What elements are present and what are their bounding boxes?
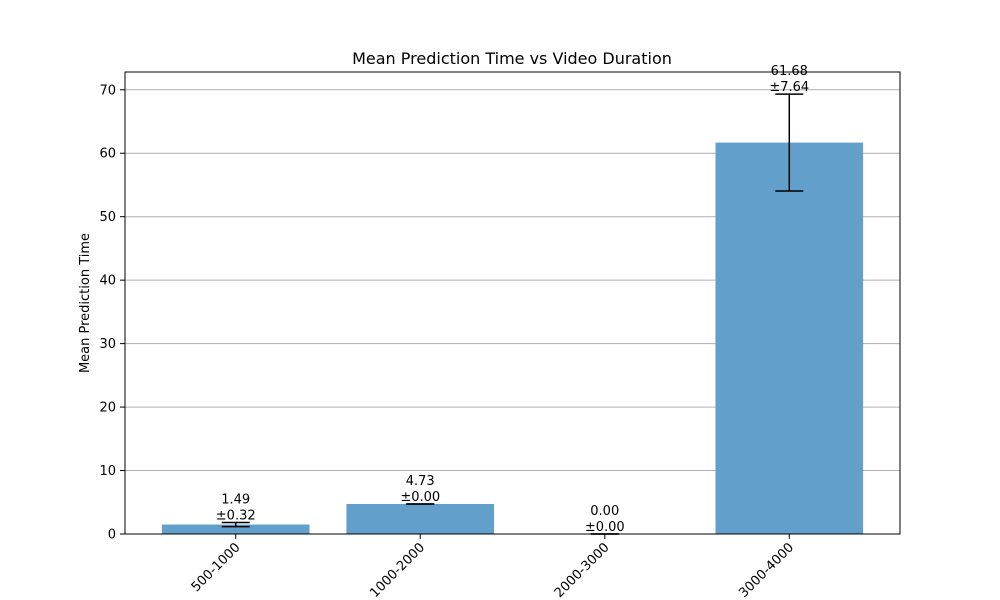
- plot-frame: [124, 71, 901, 535]
- x-tick-label: 3000-4000: [736, 540, 797, 600]
- grid-lines: [125, 89, 900, 472]
- error-label: ±0.00: [585, 520, 625, 535]
- bar: [715, 142, 864, 535]
- value-label: 0.00: [590, 504, 619, 519]
- x-axis: 500-1000 1000-2000 2000-3000 3000-4000: [189, 534, 797, 600]
- y-axis-label: Mean Prediction Time: [78, 233, 93, 373]
- y-tick-label: 10: [99, 464, 116, 479]
- bar: [161, 524, 310, 534]
- error-label: ±7.64: [769, 80, 809, 95]
- x-tick-label: 500-1000: [189, 540, 244, 595]
- error-label: ±0.32: [216, 509, 256, 524]
- error-label: ±0.00: [400, 490, 440, 505]
- y-tick-label: 70: [99, 83, 116, 98]
- bar: [346, 503, 495, 534]
- x-tick-label: 1000-2000: [367, 540, 428, 600]
- chart-title: Mean Prediction Time vs Video Duration: [352, 49, 672, 68]
- y-tick-label: 60: [99, 147, 116, 162]
- value-label: 61.68: [771, 64, 808, 79]
- y-tick-label: 20: [99, 401, 116, 416]
- value-label: 4.73: [406, 474, 435, 489]
- value-label: 1.49: [221, 493, 250, 508]
- y-tick-label: 0: [108, 528, 116, 543]
- y-axis: 0 10 20 30 40 50 60 70: [99, 83, 125, 543]
- y-tick-label: 40: [99, 274, 116, 289]
- y-tick-label: 50: [99, 210, 116, 225]
- x-tick-label: 2000-3000: [552, 540, 613, 600]
- y-tick-label: 30: [99, 337, 116, 352]
- bars: [161, 142, 864, 535]
